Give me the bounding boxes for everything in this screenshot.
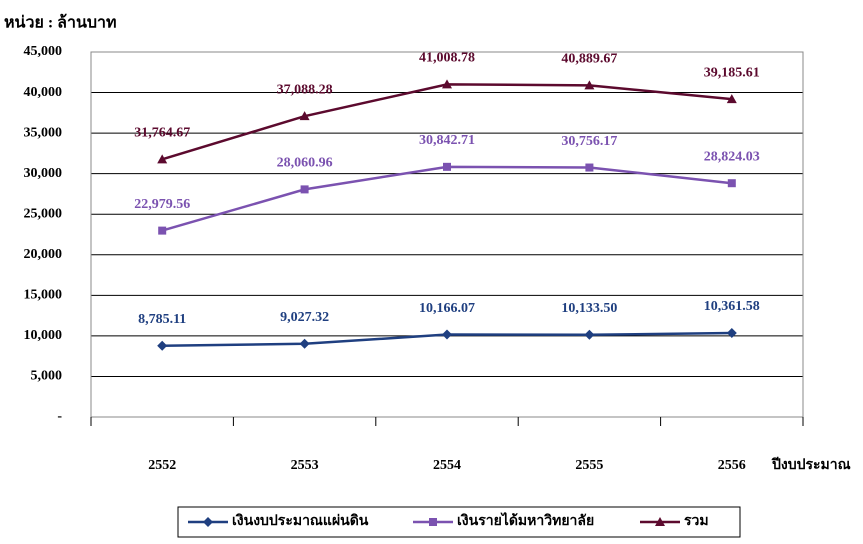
x-tick-label: 2553 bbox=[291, 458, 319, 473]
data-label: 31,764.67 bbox=[134, 126, 190, 141]
data-label: 22,979.56 bbox=[134, 197, 190, 212]
legend-label: รวม bbox=[684, 514, 709, 529]
data-point bbox=[726, 327, 737, 338]
data-label: 28,824.03 bbox=[704, 149, 760, 164]
data-label: 39,185.61 bbox=[704, 65, 760, 80]
data-point bbox=[442, 79, 452, 89]
data-label: 9,027.32 bbox=[280, 310, 329, 325]
legend-marker bbox=[655, 517, 665, 526]
y-tick-label: - bbox=[57, 409, 62, 424]
data-point bbox=[157, 340, 168, 351]
data-point bbox=[158, 226, 167, 235]
data-label: 30,756.17 bbox=[561, 134, 617, 149]
data-label: 37,088.28 bbox=[277, 82, 333, 97]
data-point bbox=[442, 329, 452, 340]
data-point bbox=[157, 154, 168, 164]
data-label: 40,889.67 bbox=[561, 52, 617, 67]
series-line bbox=[161, 83, 732, 161]
y-tick-label: 15,000 bbox=[24, 288, 63, 303]
y-tick-label: 40,000 bbox=[24, 85, 63, 100]
data-point bbox=[300, 185, 309, 194]
data-label: 30,842.71 bbox=[419, 133, 475, 148]
data-point bbox=[299, 111, 310, 121]
data-label: 41,008.78 bbox=[419, 51, 475, 66]
data-point bbox=[585, 163, 594, 172]
series-line bbox=[161, 165, 732, 232]
y-tick-label: 35,000 bbox=[24, 125, 63, 140]
y-tick-label: 10,000 bbox=[24, 328, 63, 343]
data-label: 28,060.96 bbox=[277, 156, 333, 171]
data-point bbox=[726, 94, 737, 104]
data-point bbox=[584, 329, 595, 340]
x-tick-label: 2552 bbox=[148, 458, 176, 473]
plot-border bbox=[90, 51, 804, 418]
data-label: 8,785.11 bbox=[138, 312, 186, 327]
data-label: 10,361.58 bbox=[704, 299, 760, 314]
chart-title: หน่วย : ล้านบาท bbox=[4, 14, 117, 32]
data-point bbox=[443, 162, 451, 171]
y-tick-label: 25,000 bbox=[24, 206, 63, 221]
y-tick-label: 20,000 bbox=[24, 247, 63, 262]
x-tick-label: 2554 bbox=[433, 458, 461, 473]
y-tick-label: 45,000 bbox=[24, 44, 63, 59]
y-tick-label: 5,000 bbox=[31, 369, 63, 384]
y-tick-label: 30,000 bbox=[24, 166, 63, 181]
data-point bbox=[584, 80, 595, 90]
legend-label: เงินรายได้มหาวิทยาลัย bbox=[457, 511, 594, 529]
x-tick-label: 2556 bbox=[718, 458, 746, 473]
legend-marker bbox=[429, 518, 437, 526]
data-point bbox=[727, 179, 736, 188]
legend-marker bbox=[203, 517, 213, 527]
x-tick-label: 2555 bbox=[575, 458, 603, 473]
data-label: 10,166.07 bbox=[419, 301, 475, 316]
legend-label: เงินงบประมาณแผ่นดิน bbox=[232, 513, 369, 529]
data-point bbox=[299, 338, 310, 349]
x-axis-label: ปีงบประมาณ bbox=[771, 457, 851, 473]
data-label: 10,133.50 bbox=[561, 301, 617, 316]
